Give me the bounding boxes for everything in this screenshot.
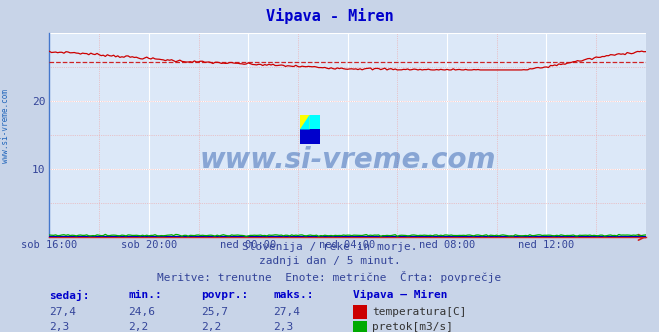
- Text: pretok[m3/s]: pretok[m3/s]: [372, 322, 453, 332]
- Text: 27,4: 27,4: [49, 307, 76, 317]
- Polygon shape: [300, 115, 310, 129]
- Text: 24,6: 24,6: [129, 307, 156, 317]
- Text: min.:: min.:: [129, 290, 162, 299]
- Text: zadnji dan / 5 minut.: zadnji dan / 5 minut.: [258, 256, 401, 266]
- Polygon shape: [310, 115, 320, 129]
- Text: Vipava - Miren: Vipava - Miren: [266, 8, 393, 24]
- Polygon shape: [300, 129, 320, 144]
- Text: 2,3: 2,3: [49, 322, 70, 332]
- Text: 2,3: 2,3: [273, 322, 294, 332]
- Text: povpr.:: povpr.:: [201, 290, 248, 299]
- Text: Meritve: trenutne  Enote: metrične  Črta: povprečje: Meritve: trenutne Enote: metrične Črta: …: [158, 271, 501, 283]
- Text: maks.:: maks.:: [273, 290, 314, 299]
- Text: temperatura[C]: temperatura[C]: [372, 307, 467, 317]
- Polygon shape: [300, 115, 310, 129]
- Text: 2,2: 2,2: [129, 322, 149, 332]
- Text: Slovenija / reke in morje.: Slovenija / reke in morje.: [242, 242, 417, 252]
- Text: 27,4: 27,4: [273, 307, 301, 317]
- Text: 25,7: 25,7: [201, 307, 228, 317]
- Text: sedaj:: sedaj:: [49, 290, 90, 300]
- Text: www.si-vreme.com: www.si-vreme.com: [200, 146, 496, 174]
- Text: www.si-vreme.com: www.si-vreme.com: [1, 89, 10, 163]
- Text: 2,2: 2,2: [201, 322, 221, 332]
- Text: Vipava – Miren: Vipava – Miren: [353, 290, 447, 299]
